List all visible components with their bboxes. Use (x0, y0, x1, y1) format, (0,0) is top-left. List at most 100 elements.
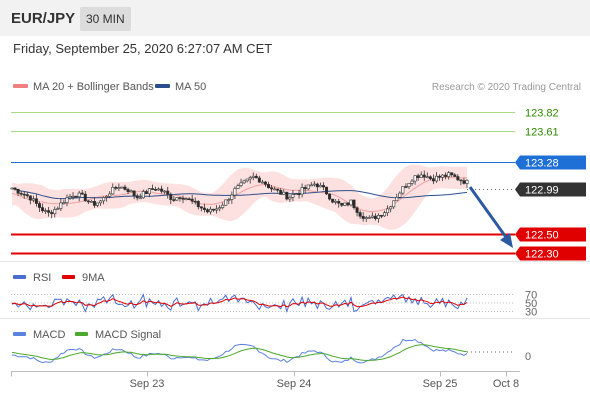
candle-body (34, 198, 38, 204)
candle-body (224, 199, 228, 206)
candle-body (230, 194, 234, 200)
candle-body (68, 196, 72, 199)
candle-body (248, 177, 252, 180)
candle-body (163, 190, 167, 193)
candle-body (111, 187, 115, 195)
candle-body (227, 199, 231, 201)
candle-body (361, 215, 365, 219)
candle-body (267, 184, 271, 188)
forecast-arrow (468, 186, 513, 248)
candle-body (114, 187, 118, 189)
candle-body (291, 194, 295, 198)
candle-body (123, 186, 127, 190)
candle-body (236, 185, 240, 189)
candle-body (465, 179, 469, 184)
candle-body (83, 193, 87, 202)
timeframe-button[interactable]: 30 MIN (80, 7, 131, 31)
macd-line (11, 338, 468, 364)
level-labels: 123.82 123.61 123.28 122.99 122.50 122.30 (515, 108, 586, 261)
candle-body (144, 191, 148, 195)
last-price-label: 122.99 (525, 185, 559, 197)
candle-body (300, 187, 304, 195)
candle-body (135, 195, 139, 199)
macd-legend-label: MACD (33, 329, 65, 341)
candle-body (62, 202, 66, 204)
candle-body (328, 193, 332, 200)
support-label: 122.50 (525, 230, 559, 242)
currency-pair-title: EUR/JPY (11, 10, 76, 27)
candle-body (450, 172, 454, 176)
rsi-legend-swatch (13, 275, 26, 279)
candle-body (297, 193, 301, 195)
candle-body (105, 196, 109, 198)
candle-body (239, 182, 243, 186)
candle-body (126, 189, 130, 193)
rsi-tick-label: 70 (525, 290, 537, 302)
ma50-path (11, 188, 468, 200)
candle-body (138, 197, 142, 200)
candle-body (425, 176, 429, 179)
support-label: 122.30 (525, 249, 559, 261)
candle-body (321, 185, 325, 188)
candle-body (150, 188, 154, 190)
bollinger-band-fill (12, 164, 467, 230)
candle-body (96, 202, 100, 206)
candle-body (358, 212, 362, 217)
pivot-label-tag (515, 155, 586, 170)
candle-body (294, 193, 298, 195)
candle-body (306, 184, 310, 190)
candle-body (331, 198, 335, 203)
candle-body (447, 172, 451, 177)
candle-body (245, 178, 249, 182)
candle-body (89, 201, 93, 203)
candle-body (147, 188, 151, 195)
ma50-line (11, 188, 468, 200)
rsi-tick-label: 30 (525, 306, 537, 318)
candle-body (260, 181, 264, 184)
candle-body (389, 206, 393, 210)
chart-datetime: Friday, September 25, 2020 6:27:07 AM CE… (13, 41, 273, 56)
forecast-arrow-line (468, 186, 510, 241)
candle-body (367, 217, 371, 219)
candle-body (117, 187, 121, 189)
candle-body (202, 207, 206, 210)
candle-body (50, 212, 54, 215)
candle-body (257, 177, 261, 183)
candle-body (456, 176, 460, 181)
copyright-text: Research © 2020 Trading Central (432, 82, 581, 93)
candle-body (270, 187, 274, 190)
candle-body (157, 188, 161, 191)
signal-legend-label: MACD Signal (95, 329, 161, 341)
candle-body (178, 197, 182, 199)
candle-body (312, 183, 316, 186)
rsi-legend: RSI 9MA (13, 272, 105, 284)
candle-body (120, 186, 124, 189)
candle-body (65, 197, 69, 203)
candle-body (422, 174, 426, 178)
pivot-label: 123.28 (525, 158, 559, 170)
candle-body (44, 210, 48, 212)
time-axis-labels: Sep 23 Sep 24 Sep 25 Oct 8 (11, 371, 519, 390)
header-bar: EUR/JPY 30 MIN (0, 0, 590, 36)
candle-body (419, 174, 423, 178)
candle-body (175, 197, 179, 201)
candle-body (129, 190, 133, 193)
candle-body (172, 199, 176, 201)
candle-body (398, 192, 402, 198)
candlesticks (10, 170, 469, 223)
candle-body (187, 198, 191, 200)
candle-body (102, 197, 106, 202)
ma50-legend-swatch (155, 84, 170, 88)
candle-body (31, 198, 35, 201)
signal-legend-swatch (75, 332, 88, 336)
candle-body (92, 201, 96, 206)
candle-body (413, 175, 417, 182)
candle-body (221, 204, 225, 208)
candle-body (346, 202, 350, 206)
last-price-tag (515, 182, 586, 197)
candle-body (303, 187, 307, 190)
price-levels (11, 112, 515, 255)
price-legend: MA 20 + Bollinger Bands MA 50 Research ©… (13, 81, 581, 93)
resistance-label: 123.82 (525, 108, 559, 120)
